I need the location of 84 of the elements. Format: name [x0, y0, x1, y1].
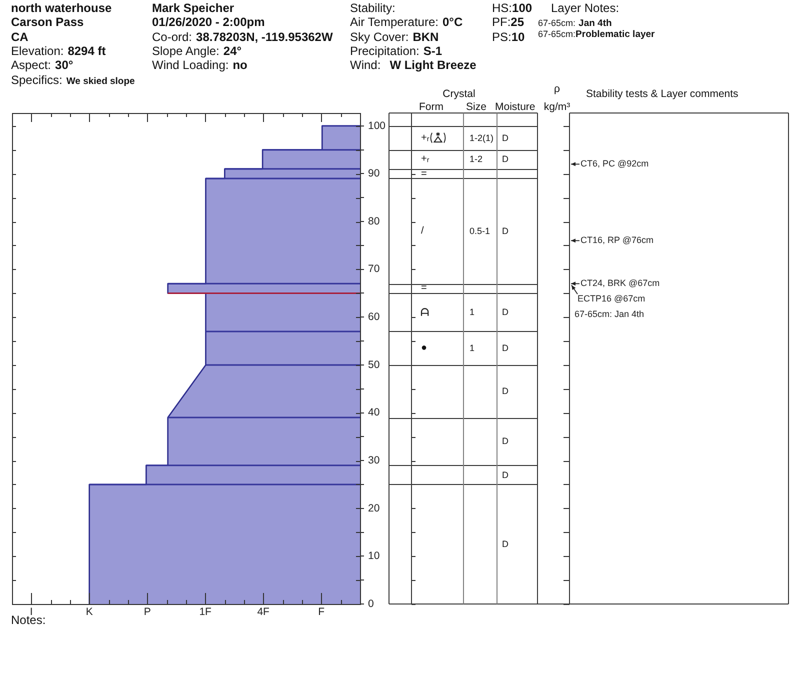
text: Problematic layer	[576, 29, 655, 41]
text: D	[502, 307, 508, 318]
text: We skied slope	[66, 76, 135, 88]
text: 67-65cm: Jan 4th	[574, 309, 644, 320]
y-tick-label: 50	[368, 358, 380, 371]
y-tick-label: 30	[368, 454, 380, 466]
text: D	[502, 154, 508, 165]
text: no	[232, 58, 248, 74]
text: K	[86, 606, 93, 618]
text: D	[502, 386, 508, 396]
text: F	[318, 606, 325, 618]
text: W Light Breeze	[390, 58, 476, 74]
text: D	[502, 470, 508, 480]
text: 100	[512, 1, 532, 16]
y-tick-label: 60	[368, 311, 380, 324]
text: 30°	[55, 58, 74, 74]
ref-line-label: CT16, RP @76cm	[580, 235, 654, 246]
text: 38.78203N, -119.95362W	[196, 30, 333, 44]
text: ●	[421, 342, 428, 354]
text: HS:	[492, 1, 512, 16]
text: D	[502, 226, 508, 236]
text: 1-2(1)	[470, 132, 494, 144]
text: 1	[470, 343, 475, 354]
text: 01/26/2020 - 2:00pm	[152, 15, 265, 30]
text: Jan 4th	[578, 18, 612, 30]
y-tick-label: 40	[368, 406, 380, 419]
text: ρ kg/m³	[544, 82, 570, 115]
text: PF:	[492, 15, 511, 30]
ref-line-label: CT6, PC @92cm	[580, 158, 649, 169]
text: Precipitation:	[350, 44, 420, 59]
text: Layer Notes:	[551, 1, 620, 16]
text: 8294 ft	[68, 44, 106, 59]
text: Stability:	[350, 1, 396, 16]
text: Sky Cover:	[350, 30, 409, 44]
text: Size	[466, 100, 486, 114]
text: PS:	[492, 30, 512, 44]
y-tick-label: 70	[368, 263, 380, 276]
text: 1	[470, 307, 475, 318]
text: Aspect:	[11, 58, 52, 74]
text: CA	[11, 30, 28, 44]
text: 67-65cm:	[538, 18, 576, 28]
text: Crystal	[442, 88, 476, 100]
text: Moisture	[495, 100, 536, 114]
text: Form	[419, 100, 444, 114]
text: 24°	[223, 44, 242, 59]
text: Elevation:	[11, 44, 64, 59]
text: Stability tests & Layer comments	[586, 88, 738, 100]
text: Co-ord:	[152, 30, 192, 44]
text: +ᵣ	[421, 132, 430, 144]
text: Wind Loading:	[152, 58, 229, 74]
text: /	[421, 225, 424, 237]
text: =	[421, 282, 427, 294]
text: north waterhouse	[11, 1, 112, 16]
text: Carson Pass	[11, 15, 84, 30]
text: D	[502, 436, 508, 447]
y-tick-label: 90	[368, 168, 380, 180]
text: +ᵣ	[421, 154, 430, 166]
text: D	[502, 343, 508, 354]
ref-line-label: CT24, BRK @67cm	[580, 278, 660, 288]
text: 67-65cm:	[538, 29, 576, 40]
text: ECTP16 @67cm	[578, 294, 646, 304]
y-tick-label: 10	[368, 550, 380, 562]
y-tick-label: 20	[368, 502, 380, 514]
text: 0°C	[442, 15, 463, 30]
y-tick-label: 80	[368, 215, 380, 228]
y-tick-label: 0	[368, 598, 374, 610]
text: Specifics:	[11, 72, 62, 88]
text: S-1	[423, 44, 442, 59]
text: Slope Angle:	[152, 44, 220, 59]
text: 25	[510, 15, 524, 30]
text: D	[502, 132, 508, 144]
text: 1F	[199, 606, 212, 618]
text: Wind:	[350, 58, 381, 74]
text: 1-2	[470, 154, 483, 165]
text: 4F	[257, 606, 270, 618]
text: P	[144, 606, 151, 618]
y-tick-label: 100	[368, 120, 386, 132]
text: 10	[511, 30, 525, 44]
text: D	[502, 539, 508, 550]
text: Mark Speicher	[152, 1, 234, 16]
text: Air Temperature:	[350, 15, 438, 30]
text: =	[421, 168, 427, 180]
text: BKN	[412, 30, 439, 44]
text: 0.5-1	[470, 226, 490, 236]
